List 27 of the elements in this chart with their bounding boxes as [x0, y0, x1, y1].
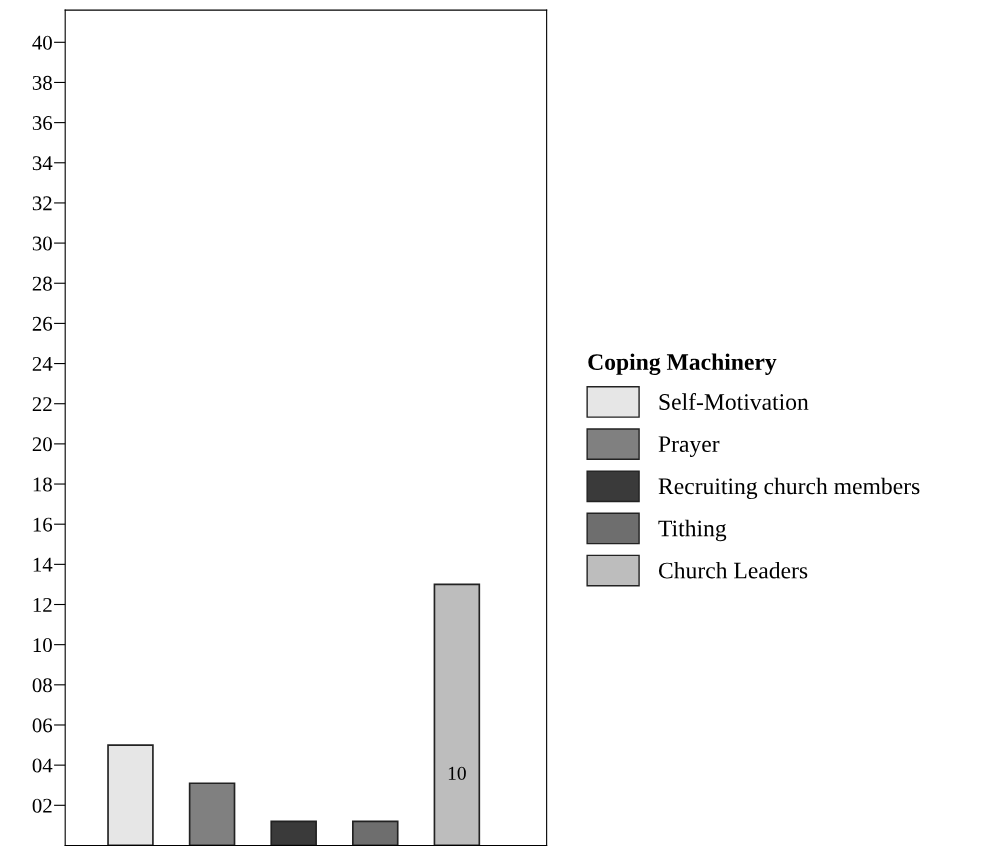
annotation: 10	[448, 766, 466, 780]
y-tick-label: 36	[32, 116, 53, 131]
y-tick-label: 12	[33, 597, 52, 612]
y-tick-label: 08	[32, 678, 52, 693]
y-tick-label: 24	[32, 357, 53, 371]
y-tick-label: 04	[32, 758, 53, 773]
y-tick-label: 22	[32, 397, 52, 411]
y-tick-label: 30	[32, 236, 52, 251]
y-tick-label: 10	[33, 638, 52, 653]
y-tick-label: 26	[32, 316, 53, 331]
y-tick-label: 40	[32, 35, 52, 50]
legend-label: Prayer	[658, 436, 720, 457]
y-tick-label: 32	[32, 196, 52, 211]
y-tick-label: 38	[32, 75, 52, 90]
y-tick-label: 18	[33, 477, 52, 492]
legend-label: Recruiting church members	[658, 477, 920, 500]
legend-label: Self-Motivation	[659, 393, 809, 410]
y-tick-label: 02	[32, 798, 52, 813]
y-tick-label: 14	[33, 557, 53, 572]
legend-label: Tithing	[658, 519, 727, 542]
y-tick-label: 34	[32, 156, 53, 171]
legend-label: Church Leaders	[658, 561, 808, 579]
y-tick-label: 06	[32, 718, 53, 733]
y-tick-label: 16	[33, 517, 53, 532]
legend-title: Coping Machinery	[588, 353, 777, 376]
y-tick-label: 28	[32, 276, 52, 291]
y-tick-label: 20	[32, 437, 52, 452]
